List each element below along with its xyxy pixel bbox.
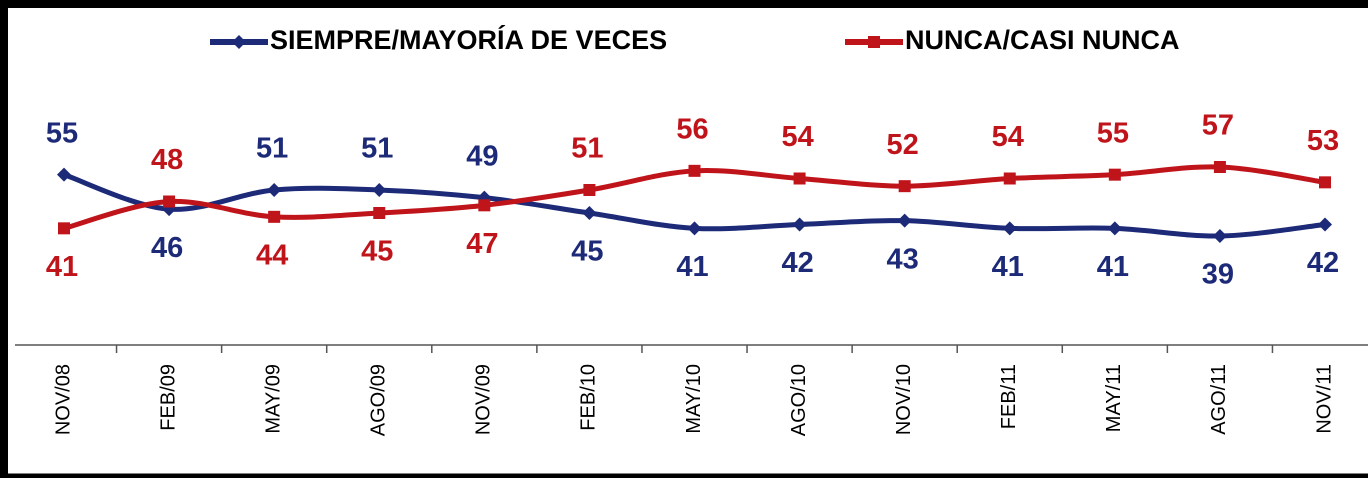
data-label: 41: [46, 251, 78, 283]
data-label: 57: [1202, 110, 1234, 142]
point: [372, 183, 387, 197]
data-label: 45: [361, 236, 393, 268]
point: [1213, 161, 1226, 173]
point: [268, 210, 281, 223]
point: [793, 172, 806, 185]
legend-marker: [232, 35, 246, 49]
point: [1002, 221, 1017, 236]
data-label: 51: [361, 133, 393, 165]
point: [373, 207, 386, 219]
data-label: 54: [992, 121, 1024, 153]
data-label: 54: [781, 121, 813, 153]
point: [1107, 221, 1122, 236]
legend-label: SIEMPRE/MAYORÍA DE VECES: [270, 24, 667, 55]
x-tick-label: NOV/10: [893, 364, 915, 435]
x-tick-label: AGO/11: [1208, 364, 1230, 435]
point: [163, 195, 176, 208]
data-label: 55: [1097, 117, 1129, 149]
x-tick-label: FEB/11: [998, 364, 1020, 429]
data-label: 42: [1307, 247, 1339, 279]
point: [1108, 168, 1121, 181]
point: [267, 183, 282, 197]
point: [583, 184, 596, 196]
data-label: 51: [571, 133, 603, 165]
x-tick-label: MAY/11: [1103, 364, 1125, 432]
x-tick-label: AGO/09: [368, 364, 390, 436]
point: [57, 167, 71, 182]
legend-marker: [868, 36, 880, 48]
x-tick-label: FEB/10: [578, 364, 600, 431]
x-tick-label: MAY/09: [262, 364, 284, 434]
data-label: 51: [256, 133, 288, 165]
data-label: 53: [1307, 125, 1339, 157]
data-label: 39: [1202, 259, 1234, 291]
point: [1212, 229, 1227, 243]
data-label: 41: [992, 251, 1024, 283]
point: [688, 164, 701, 177]
data-label: 45: [571, 236, 603, 268]
data-label: 43: [887, 243, 919, 275]
point: [1003, 172, 1016, 185]
point: [582, 206, 597, 220]
x-tick-label: AGO/10: [788, 364, 810, 436]
data-label: 48: [151, 144, 183, 176]
x-tick-label: NOV/11: [1313, 364, 1335, 434]
data-label: 47: [466, 228, 498, 260]
data-label: 49: [466, 140, 498, 172]
x-tick-label: FEB/09: [157, 364, 179, 431]
x-tick-label: MAY/10: [683, 364, 705, 434]
point: [478, 199, 491, 212]
data-label: 42: [781, 247, 813, 279]
point: [1319, 176, 1331, 189]
data-label: 44: [256, 239, 288, 271]
legend-label: NUNCA/CASI NUNCA: [905, 25, 1180, 55]
data-label: 55: [46, 117, 78, 149]
point: [898, 180, 911, 193]
point: [897, 213, 912, 228]
point: [687, 221, 702, 236]
point: [1318, 217, 1332, 232]
point: [792, 217, 807, 232]
data-label: 41: [1097, 251, 1129, 283]
data-label: 46: [151, 232, 183, 264]
x-tick-label: NOV/09: [473, 364, 495, 435]
data-label: 41: [676, 251, 708, 283]
data-label: 52: [887, 129, 919, 161]
x-tick-label: NOV/08: [52, 364, 74, 435]
data-label: 56: [676, 113, 708, 145]
point: [58, 222, 70, 235]
